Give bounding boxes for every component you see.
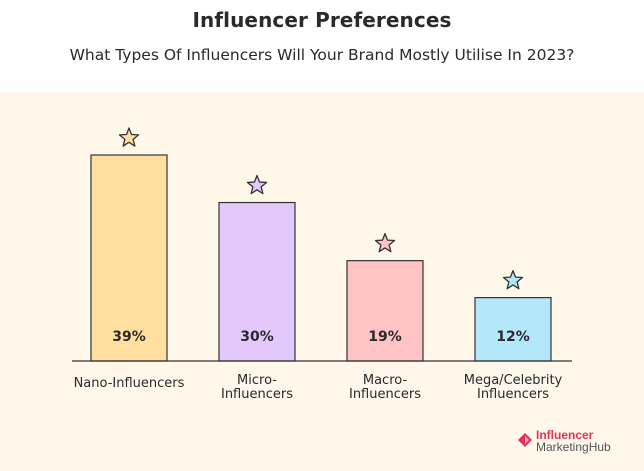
logo-line-2: MarketingHub — [536, 440, 611, 454]
category-label-3-0: Mega/Celebrity — [464, 373, 563, 388]
logo-line-1: Influencer — [536, 428, 594, 442]
star-icon — [374, 232, 396, 253]
bar-value-label-1: 30% — [240, 329, 274, 345]
category-label-1-0: Micro- — [237, 373, 277, 388]
brand-logo: Influencer MarketingHub — [518, 429, 628, 455]
category-label-0-0: Nano-Influencers — [74, 376, 185, 391]
category-label-2-0: Macro- — [363, 373, 408, 388]
bar-0 — [90, 154, 168, 362]
category-label-3-1: Influencers — [477, 387, 549, 402]
star-icon — [502, 269, 524, 290]
category-label-2-1: Influencers — [349, 387, 421, 402]
bar-1 — [218, 201, 296, 362]
star-icon — [118, 127, 140, 147]
bar-3 — [474, 297, 552, 362]
chart-title: Influencer Preferences — [192, 8, 452, 32]
bar-value-label-0: 39% — [112, 329, 146, 345]
chart-subtitle: What Types Of Influencers Will Your Bran… — [69, 46, 575, 64]
chart-header: Influencer Preferences What Types Of Inf… — [0, 0, 644, 92]
bar-value-label-3: 12% — [496, 329, 530, 345]
star-icon — [246, 174, 268, 195]
bar-2 — [346, 260, 424, 362]
logo-diamond-icon — [518, 433, 532, 447]
category-label-1-1: Influencers — [221, 387, 293, 402]
bar-value-label-2: 19% — [368, 329, 402, 345]
